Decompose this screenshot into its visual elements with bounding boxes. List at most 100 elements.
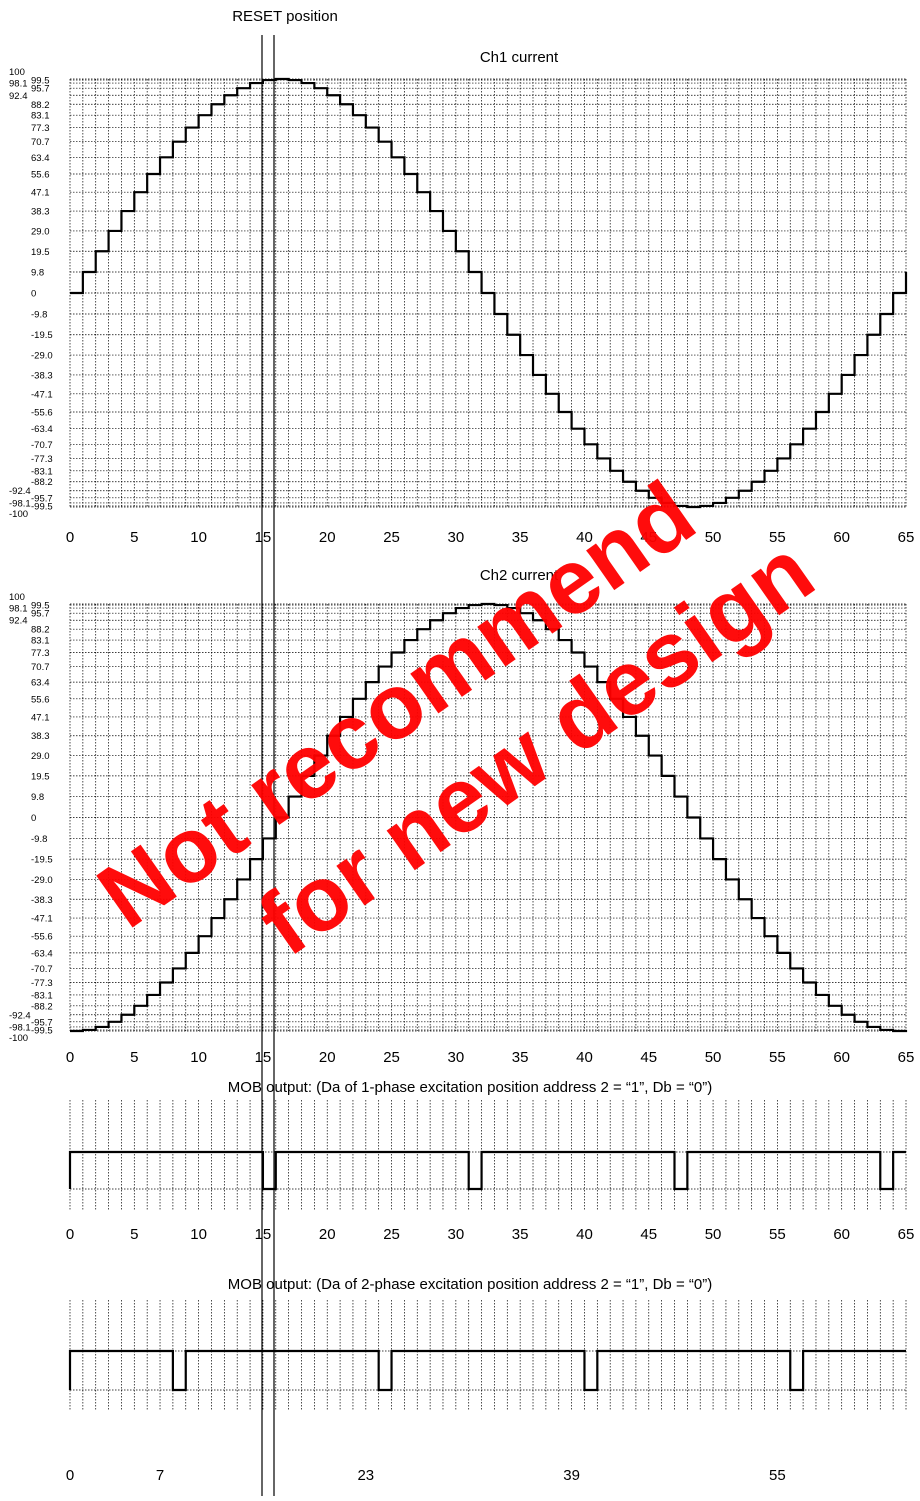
x-tick-label: 45 [640, 1226, 657, 1243]
x-tick-label: 40 [576, 529, 593, 546]
y-tick-label: 63.4 [31, 153, 50, 164]
chart-1: Ch1 current 99.595.7 88.283.177.3 70.7 63.4 5… [9, 49, 914, 546]
x-tick-label: 45 [640, 529, 657, 546]
y-tick-label: 70.7 [31, 662, 50, 673]
y-tick-label: 9.8 [31, 268, 44, 279]
y-tick-label: 100 [9, 592, 25, 603]
y-tick-label: -99.5 [31, 1025, 53, 1036]
x-tick-label: 7 [156, 1467, 164, 1484]
x-tick-label: 15 [255, 529, 272, 546]
x-tick-label: 10 [190, 529, 207, 546]
x-tick-label: 35 [512, 529, 529, 546]
y-tick-label: 77.3 [31, 123, 50, 134]
y-tick-label: -70.7 [31, 440, 53, 451]
x-tick-label: 30 [448, 1226, 465, 1243]
y-tick-label: -47.1 [31, 389, 53, 400]
y-tick-label: -88.2 [31, 477, 53, 488]
x-tick-label: 50 [705, 1226, 722, 1243]
x-tick-label: 25 [383, 529, 400, 546]
x-tick-label: 30 [448, 1049, 465, 1066]
chart-2: Ch2 current 99.595.7 88.283.177.3 70.7 63.4 5… [9, 567, 914, 1066]
x-tick-label: 20 [319, 529, 336, 546]
y-tick-label: -9.8 [31, 309, 47, 320]
x-tick-label: 65 [898, 1049, 915, 1066]
chart-title: MOB output: (Da of 2-phase excitation po… [228, 1276, 712, 1293]
y-tick-label: -63.4 [31, 948, 53, 959]
y-tick-label: -92.4 [9, 486, 31, 497]
chart-3: MOB output: (Da of 1-phase excitation po… [66, 1079, 915, 1243]
x-tick-label: 40 [576, 1226, 593, 1243]
x-tick-label: 60 [833, 1049, 850, 1066]
x-tick-label: 15 [255, 1049, 272, 1066]
y-tick-label: 0 [31, 813, 36, 824]
y-tick-label: -77.3 [31, 978, 53, 989]
x-tick-label: 60 [833, 1226, 850, 1243]
y-tick-label: 29.0 [31, 751, 50, 762]
x-tick-label: 35 [512, 1226, 529, 1243]
x-tick-label: 55 [769, 1467, 786, 1484]
x-tick-label: 5 [130, 1226, 138, 1243]
y-tick-label: 88.2 [31, 625, 50, 636]
y-tick-label: -77.3 [31, 454, 53, 465]
y-tick-label: 95.7 [31, 84, 50, 95]
x-tick-label: 65 [898, 529, 915, 546]
y-tick-label: 38.3 [31, 207, 50, 218]
y-tick-label: -98.1 [9, 498, 31, 509]
y-tick-label: 38.3 [31, 731, 50, 742]
x-tick-label: 0 [66, 1049, 74, 1066]
y-tick-label: 19.5 [31, 247, 50, 258]
y-tick-label: 55.6 [31, 694, 50, 705]
x-tick-label: 40 [576, 1049, 593, 1066]
y-tick-label: 70.7 [31, 137, 50, 148]
x-tick-label: 50 [705, 1049, 722, 1066]
y-tick-label: -70.7 [31, 964, 53, 975]
y-tick-label: 95.7 [31, 609, 50, 620]
x-tick-label: 0 [66, 1467, 74, 1484]
y-tick-label: 0 [31, 289, 36, 300]
y-tick-label: -63.4 [31, 424, 53, 435]
y-tick-label: -83.1 [31, 990, 53, 1001]
y-tick-label: 100 [9, 67, 25, 78]
y-tick-label: 47.1 [31, 188, 50, 199]
x-tick-label: 35 [512, 1049, 529, 1066]
y-tick-label: 83.1 [31, 111, 50, 122]
x-tick-label: 20 [319, 1226, 336, 1243]
y-tick-label: -19.5 [31, 330, 53, 341]
y-tick-label: 9.8 [31, 792, 44, 803]
y-tick-label: -19.5 [31, 855, 53, 866]
mob-waveform [68, 1150, 906, 1191]
y-tick-label: 55.6 [31, 170, 50, 181]
y-tick-label: 63.4 [31, 678, 50, 689]
x-tick-label: 30 [448, 529, 465, 546]
x-tick-label: 23 [357, 1467, 374, 1484]
y-tick-label: -99.5 [31, 501, 53, 512]
x-tick-label: 20 [319, 1049, 336, 1066]
x-tick-label: 55 [769, 529, 786, 546]
y-tick-label: 99.5 [31, 76, 50, 87]
y-tick-label: 99.5 [31, 601, 50, 612]
y-tick-label: -9.8 [31, 834, 47, 845]
y-tick-label: -38.3 [31, 370, 53, 381]
y-tick-label: -47.1 [31, 914, 53, 925]
chart-title: Ch2 current [480, 567, 559, 584]
chart-title: Ch1 current [480, 49, 559, 66]
y-tick-label: 19.5 [31, 771, 50, 782]
y-tick-label: 83.1 [31, 636, 50, 647]
y-tick-label: 92.4 [9, 91, 28, 102]
y-tick-label: 77.3 [31, 648, 50, 659]
x-tick-label: 10 [190, 1226, 207, 1243]
x-tick-label: 65 [898, 1226, 915, 1243]
x-tick-label: 25 [383, 1226, 400, 1243]
y-tick-label: -29.0 [31, 351, 53, 362]
y-tick-label: 92.4 [9, 616, 28, 627]
y-tick-label: 98.1 [9, 604, 28, 615]
y-tick-label: -92.4 [9, 1010, 31, 1021]
y-tick-label: -38.3 [31, 895, 53, 906]
y-tick-label: 47.1 [31, 712, 50, 723]
y-tick-label: -29.0 [31, 875, 53, 886]
y-tick-label: -55.6 [31, 932, 53, 943]
x-tick-label: 45 [640, 1049, 657, 1066]
x-tick-label: 15 [255, 1226, 272, 1243]
chart-4: MOB output: (Da of 2-phase excitation po… [66, 1276, 907, 1484]
